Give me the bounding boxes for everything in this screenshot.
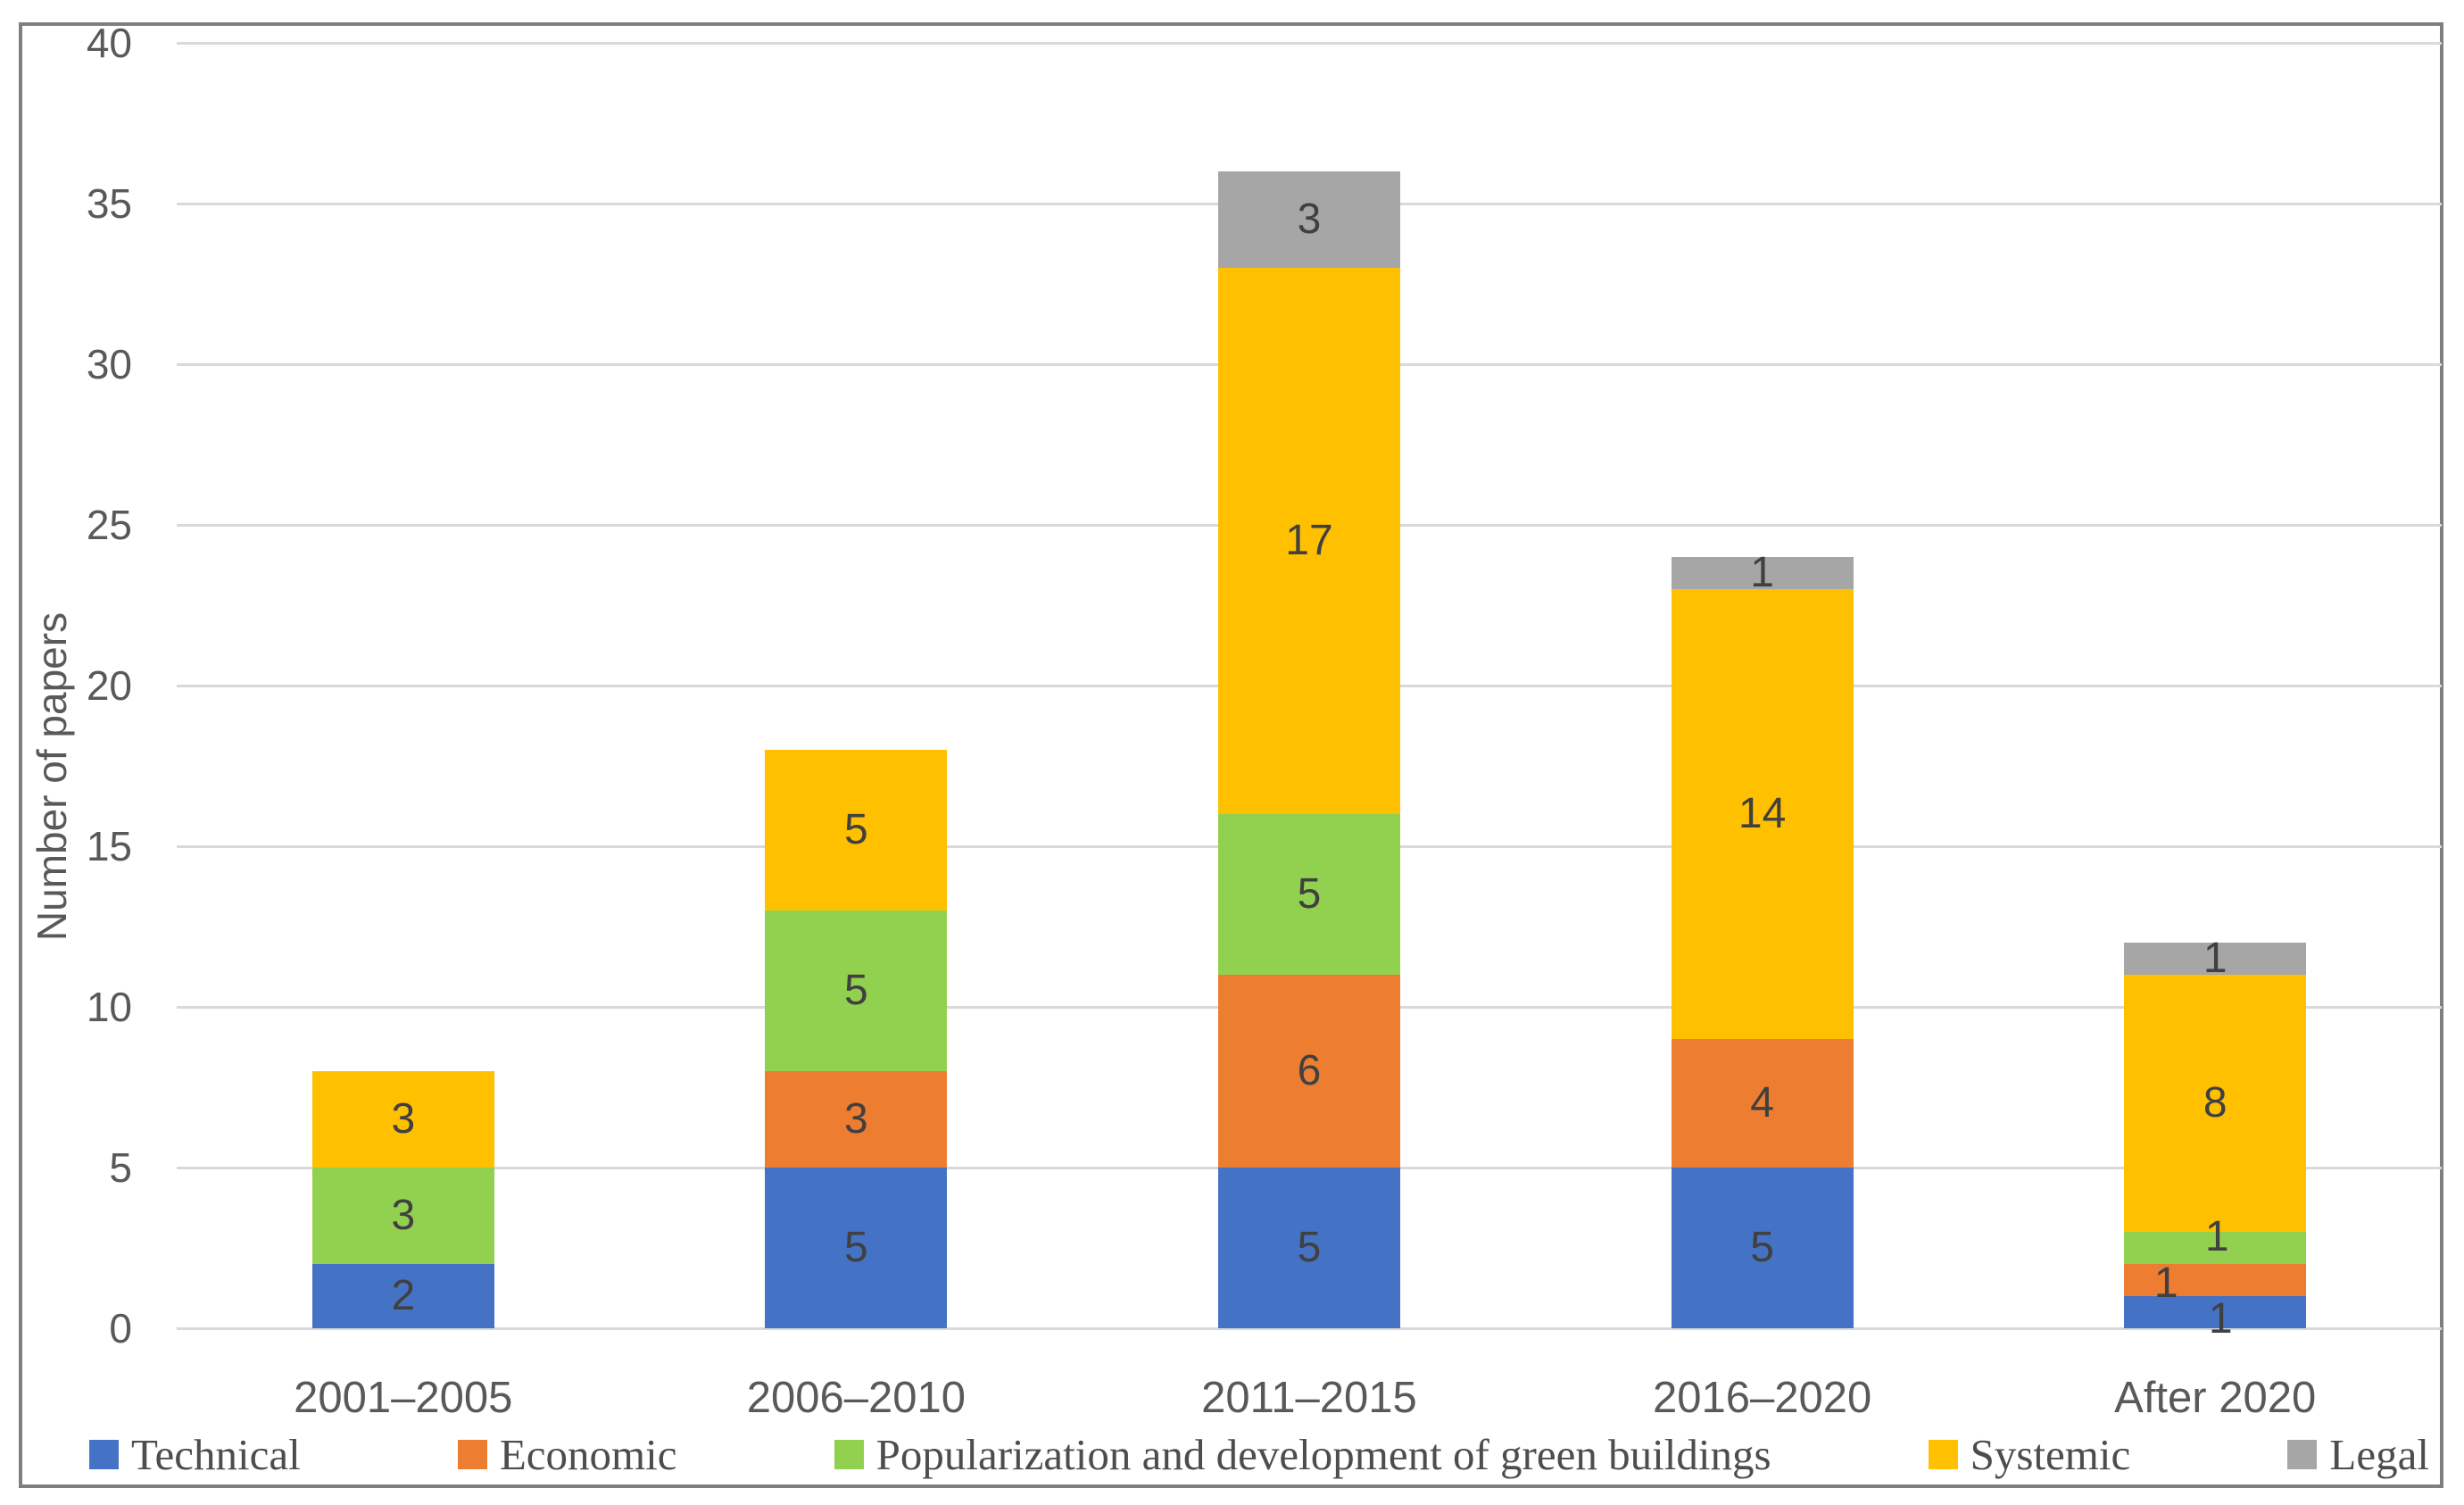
bar-value-label: 3 (391, 1095, 416, 1143)
x-tick-label: 2001–2005 (294, 1374, 513, 1422)
bar-segment (311, 1071, 494, 1168)
legend-label: Legal (2329, 1429, 2429, 1479)
bar-value-label: 8 (2203, 1079, 2228, 1127)
bar-value-label: 3 (844, 1095, 868, 1143)
legend-label: Popularization and development of green … (875, 1429, 1771, 1479)
legend-item: Legal (2287, 1433, 2429, 1476)
y-tick-label: 10 (86, 984, 132, 1030)
bar-segment (765, 1168, 948, 1328)
y-tick-label: 15 (86, 823, 132, 869)
bar-value-label: 1 (2204, 1213, 2229, 1260)
bar-segment (311, 1264, 494, 1328)
bar-value-label: 17 (1285, 517, 1333, 564)
bar-segment (1218, 975, 1400, 1168)
bar-value-label: 5 (1297, 870, 1322, 918)
bar-value-label: 1 (1750, 549, 1774, 596)
legend-item: Systemic (1928, 1429, 2131, 1479)
legend-swatch-icon (89, 1439, 119, 1469)
x-tick-label: After 2020 (2114, 1374, 2317, 1422)
gridline (177, 42, 2442, 45)
bar-segment (2124, 975, 2307, 1232)
bar-segment (1671, 1039, 1854, 1168)
bar-segment (2124, 1264, 2307, 1296)
legend-label: Technical (131, 1429, 301, 1479)
bar-segment (1671, 557, 1854, 589)
bar-value-label: 5 (1750, 1224, 1774, 1271)
bar-value-label: 1 (2153, 1260, 2178, 1307)
legend-swatch-icon (457, 1439, 487, 1469)
bar-segment (1218, 268, 1400, 814)
x-tick-label: 2016–2020 (1652, 1374, 1872, 1422)
bar-value-label: 2 (391, 1272, 416, 1319)
bar-segment (765, 910, 948, 1071)
bar-segment (765, 1071, 948, 1168)
y-tick-label: 40 (86, 20, 132, 66)
bar-value-label: 4 (1750, 1079, 1774, 1127)
bar-value-label: 6 (1297, 1047, 1322, 1094)
bar-value-label: 5 (844, 806, 868, 853)
bar-value-label: 3 (1297, 195, 1322, 243)
bar-segment (2124, 1296, 2307, 1328)
bar-segment (765, 750, 948, 910)
legend-swatch-icon (2287, 1439, 2318, 1469)
legend-label: Economic (499, 1429, 677, 1479)
gridline (177, 1327, 2442, 1330)
bar-segment (311, 1168, 494, 1264)
bar-value-label: 5 (844, 1224, 868, 1271)
bar-value-label: 14 (1738, 790, 1787, 837)
bar-value-label: 5 (844, 967, 868, 1014)
bar-segment (1218, 814, 1400, 975)
y-tick-label: 0 (109, 1305, 132, 1351)
legend: Technical Economic Popularization and deve… (89, 1426, 2429, 1482)
legend-item: Economic (457, 1429, 677, 1479)
bar-segment (1218, 1168, 1400, 1328)
y-tick-label: 30 (86, 341, 132, 387)
bar-segment (2124, 1232, 2307, 1264)
bar-segment (1218, 171, 1400, 268)
y-tick-label: 20 (86, 662, 132, 709)
y-tick-label: 5 (109, 1144, 132, 1191)
legend-label: Systemic (1970, 1429, 2131, 1479)
legend-swatch-icon (1928, 1439, 1958, 1469)
y-tick-label: 25 (86, 502, 132, 548)
bar-segment (1671, 1168, 1854, 1328)
bar-segment (2124, 943, 2307, 975)
y-tick-label: 35 (86, 180, 132, 227)
legend-item: Popularization and development of green … (834, 1433, 1771, 1476)
x-tick-label: 2006–2010 (746, 1374, 967, 1422)
bar-segment (1671, 589, 1854, 1039)
bar-value-label: 5 (1297, 1224, 1322, 1271)
x-tick-label: 2011–2015 (1201, 1374, 1417, 1422)
bar-value-label: 1 (2208, 1295, 2233, 1343)
legend-item: Technical (89, 1433, 301, 1476)
bar-value-label: 3 (391, 1192, 416, 1239)
bar-value-label: 1 (2203, 935, 2228, 982)
legend-swatch-icon (834, 1439, 864, 1469)
